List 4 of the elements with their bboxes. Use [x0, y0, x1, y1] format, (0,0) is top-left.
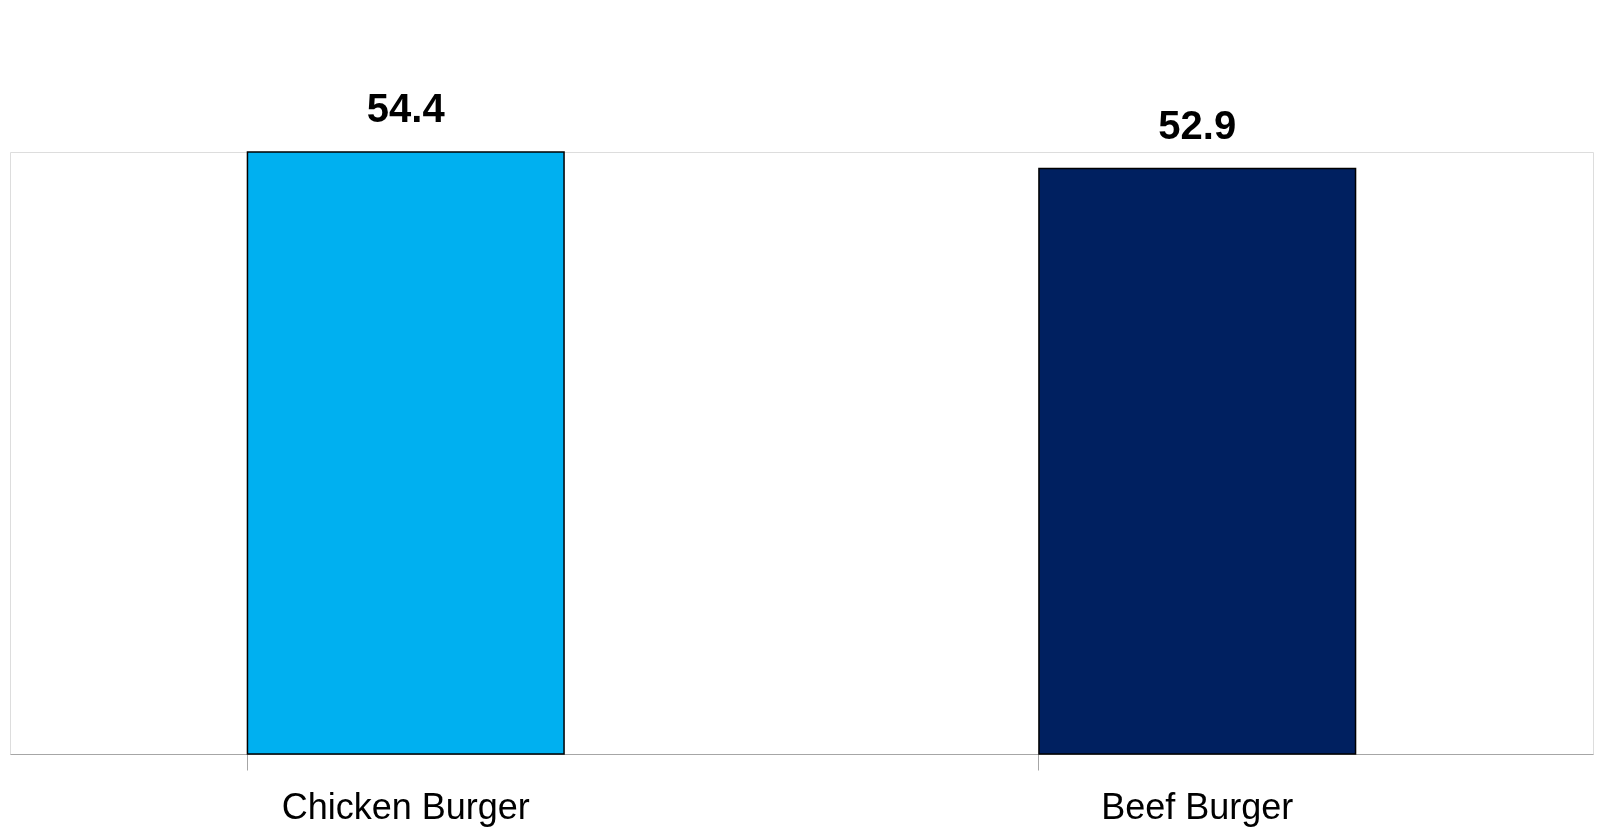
x-tick-label: Beef Burger [1101, 785, 1294, 827]
x-tick-label: Chicken Burger [281, 785, 530, 827]
data-label: 54.4 [366, 86, 446, 130]
data-label: 52.9 [1158, 102, 1237, 147]
